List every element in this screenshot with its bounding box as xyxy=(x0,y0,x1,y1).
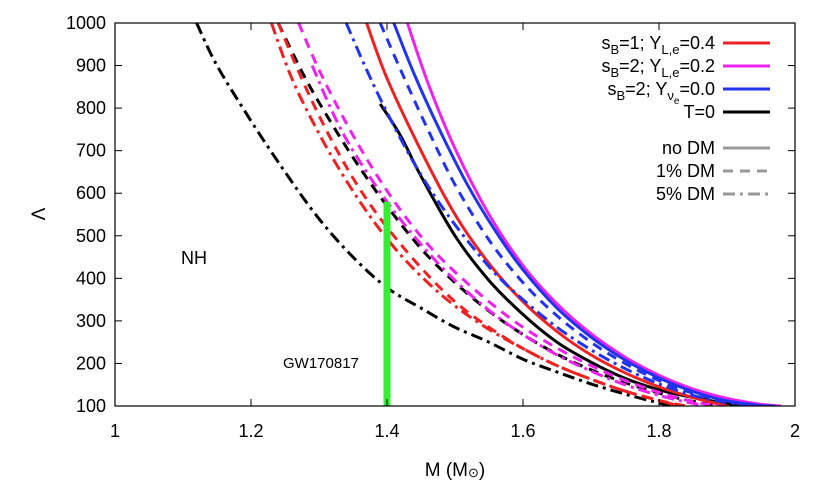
y-tick-label: 800 xyxy=(76,98,106,118)
y-tick-label: 700 xyxy=(76,141,106,161)
x-tick-label: 2 xyxy=(790,421,800,441)
y-axis-ticks: 100 200 300 400 500 600 700 800 900 1000 xyxy=(66,13,795,416)
y-tick-label: 600 xyxy=(76,183,106,203)
series-line-3 xyxy=(365,23,728,406)
x-tick-label: 1 xyxy=(110,421,120,441)
legend-entry-label: sB=2; Yνe=0.0 xyxy=(608,79,716,107)
series-line-8 xyxy=(310,65,714,406)
legend-dm-label: 5% DM xyxy=(656,184,715,204)
x-tick-label: 1.6 xyxy=(510,421,535,441)
region-label-nh: NH xyxy=(181,248,207,268)
series-line-9 xyxy=(392,23,775,406)
y-axis-title: Λ xyxy=(29,207,50,220)
series-line-10 xyxy=(378,23,775,406)
y-tick-label: 100 xyxy=(76,396,106,416)
legend-entry-label: T=0 xyxy=(683,102,715,122)
x-tick-label: 1.4 xyxy=(374,421,399,441)
series-line-7 xyxy=(297,23,721,406)
y-tick-label: 500 xyxy=(76,226,106,246)
sun-symbol: ⊙ xyxy=(468,465,479,480)
series-line-2 xyxy=(195,23,673,406)
legend-dm-label: no DM xyxy=(662,138,715,158)
legend-dm-label: 1% DM xyxy=(656,161,715,181)
y-tick-label: 400 xyxy=(76,268,106,288)
series-curves xyxy=(195,23,782,406)
x-tick-label: 1.8 xyxy=(646,421,671,441)
legend-entry-label: sB=1; YL,e=0.4 xyxy=(601,33,715,57)
plot-frame xyxy=(114,22,796,407)
x-tick-label: 1.2 xyxy=(238,421,263,441)
series-line-5 xyxy=(269,23,680,406)
legend-entry-label: sB=2; YL,e=0.2 xyxy=(601,56,715,80)
y-tick-label: 200 xyxy=(76,353,106,373)
y-tick-label: 1000 xyxy=(66,13,106,33)
y-tick-label: 300 xyxy=(76,311,106,331)
x-axis-ticks: 1 1.2 1.4 1.6 1.8 2 xyxy=(110,23,800,441)
legend: sB=1; YL,e=0.4sB=2; YL,e=0.2sB=2; Yνe=0.… xyxy=(601,33,770,204)
series-line-11 xyxy=(344,23,775,406)
series-line-6 xyxy=(405,23,782,406)
event-label: GW170817 xyxy=(283,355,359,372)
y-tick-label: 900 xyxy=(76,56,106,76)
x-axis-title: M (M⊙) xyxy=(425,460,486,481)
